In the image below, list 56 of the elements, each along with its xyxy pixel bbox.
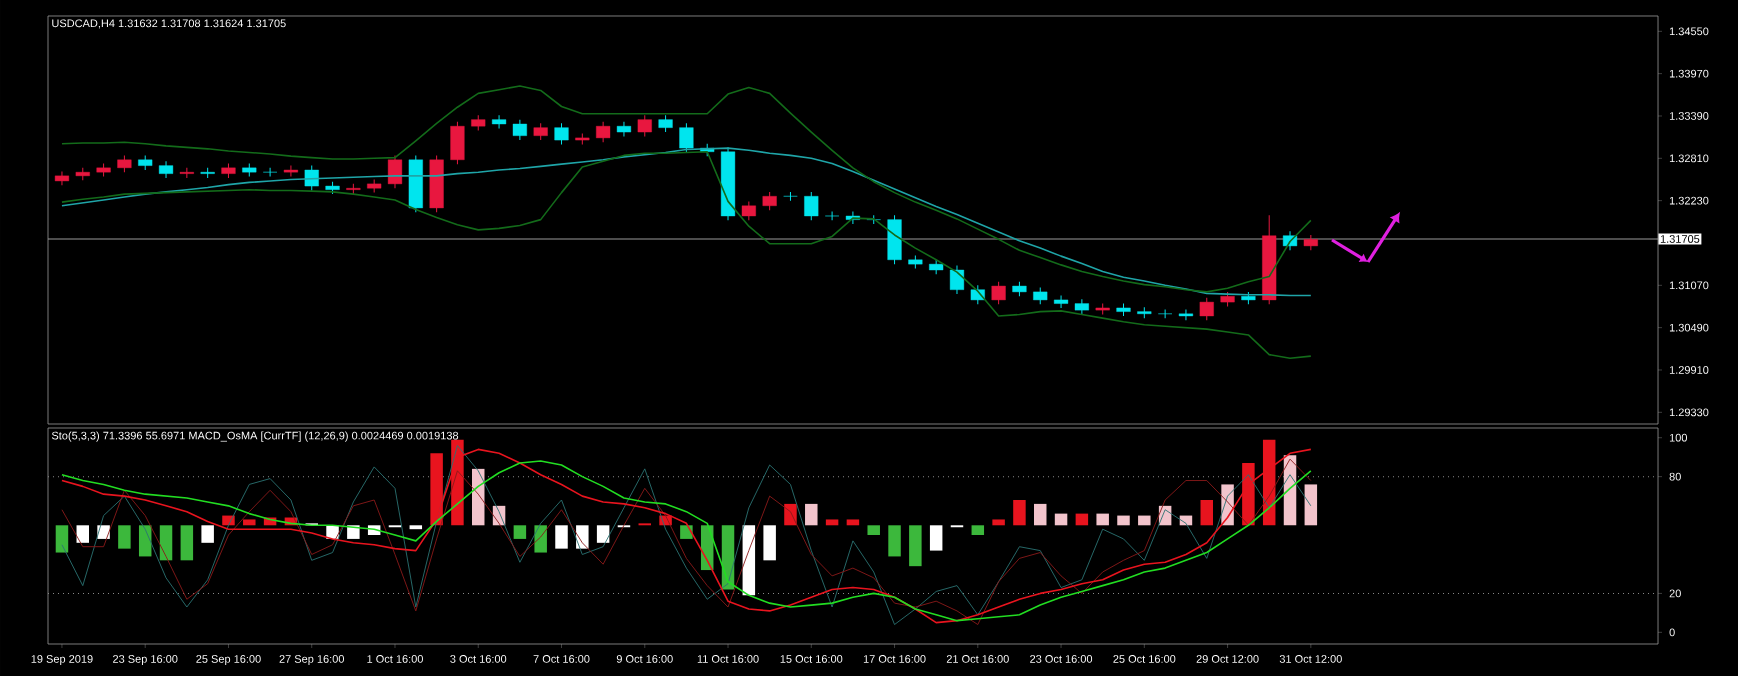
candlestick — [1178, 308, 1194, 321]
candlestick — [1158, 308, 1173, 319]
bar — [76, 525, 90, 543]
bar — [596, 525, 610, 543]
candlestick — [741, 200, 756, 221]
candlestick — [263, 167, 278, 178]
candlestick — [54, 170, 70, 186]
candlestick — [825, 211, 840, 221]
candlestick — [158, 160, 174, 179]
bar — [825, 519, 839, 526]
candlestick — [512, 119, 527, 141]
bar — [555, 525, 568, 549]
bar — [243, 519, 256, 526]
bar — [1138, 515, 1151, 526]
candlestick — [949, 265, 965, 295]
candlestick — [679, 122, 694, 153]
bar — [1013, 500, 1026, 526]
candlestick — [1199, 297, 1214, 321]
bar — [909, 525, 922, 567]
bar — [430, 453, 443, 526]
bar — [180, 525, 194, 561]
candlestick — [450, 121, 465, 165]
bar — [846, 519, 860, 526]
bar — [1242, 463, 1255, 526]
candlestick — [596, 121, 611, 143]
bar — [1054, 513, 1068, 526]
candlestick — [616, 121, 632, 137]
candlestick — [1074, 298, 1089, 316]
bar — [992, 519, 1005, 526]
bar — [1117, 515, 1130, 526]
bar — [867, 525, 880, 536]
bar — [513, 525, 527, 539]
candlestick — [762, 191, 777, 211]
candlestick — [804, 191, 819, 221]
bar — [1034, 503, 1047, 526]
bar — [55, 525, 69, 553]
candlestick — [1053, 295, 1069, 309]
bar — [1200, 500, 1213, 526]
bar — [159, 525, 173, 561]
candlestick — [554, 122, 569, 145]
bar — [763, 525, 776, 561]
bar — [201, 525, 214, 543]
bar — [805, 503, 818, 526]
bar — [1304, 484, 1318, 526]
candlestick — [637, 114, 652, 137]
candlestick — [387, 154, 403, 189]
candlestick — [991, 281, 1006, 305]
candlestick — [492, 114, 507, 129]
bar — [888, 525, 901, 557]
bar — [971, 525, 985, 536]
bar — [1075, 513, 1089, 526]
bar — [1096, 513, 1109, 526]
candlestick — [887, 214, 902, 265]
bar — [929, 525, 943, 551]
bar — [118, 525, 131, 549]
candlestick — [283, 165, 298, 178]
